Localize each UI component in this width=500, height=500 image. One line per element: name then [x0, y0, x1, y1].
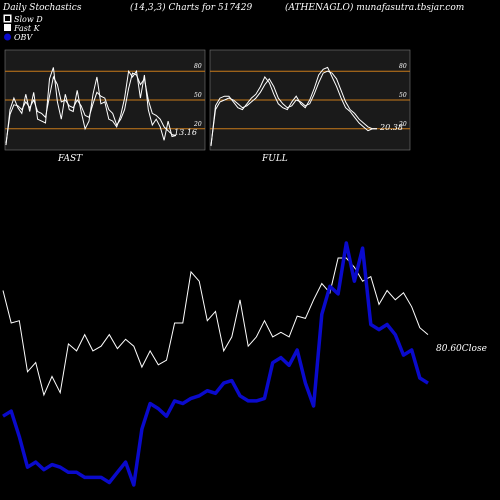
header-right: (ATHENAGLO) munafasutra.tbsjar.com [285, 2, 464, 13]
header-middle: (14,3,3) Charts for 517429 [130, 2, 252, 13]
obv-line [2, 241, 429, 487]
close-value: 80.60 [436, 344, 462, 354]
close-value-label: 80.60Close [436, 344, 487, 354]
legend-swatch-slow-d-inner [5, 16, 10, 21]
fast-level-80-label: 80 [194, 63, 202, 70]
fast-fast-k-line [5, 67, 177, 146]
legend-swatch-obv [4, 33, 11, 41]
price-obv-panel: 80.60Close [2, 241, 487, 487]
fast-level-50-label: 50 [194, 92, 202, 99]
fast-stochastic-panel: 80 50 20 13.16 FAST [4, 49, 206, 164]
full-fast-k-line [210, 66, 377, 147]
fast-last-value: 13.16 [174, 128, 197, 137]
full-level-80-label: 80 [399, 63, 407, 70]
legend-swatch-fast-k [4, 24, 11, 31]
full-slow-d-line [210, 70, 377, 146]
full-last-value: 20.38 [379, 123, 403, 132]
legend-label-fast-k: Fast K [13, 24, 41, 33]
fast-panel-label: FAST [57, 154, 83, 164]
legend-label-obv: OBV [14, 33, 33, 42]
full-panel-label: FULL [261, 154, 288, 164]
legend-label-slow-d: Slow D [14, 15, 43, 24]
full-level-20-label: 20 [398, 121, 407, 128]
fast-level-20-label: 20 [193, 121, 202, 128]
full-level-50-label: 50 [399, 92, 407, 99]
header-left: Daily Stochastics [2, 3, 82, 13]
close-word: Close [462, 344, 487, 354]
full-stochastic-panel: 80 50 20 20.38 FULL [209, 49, 411, 164]
